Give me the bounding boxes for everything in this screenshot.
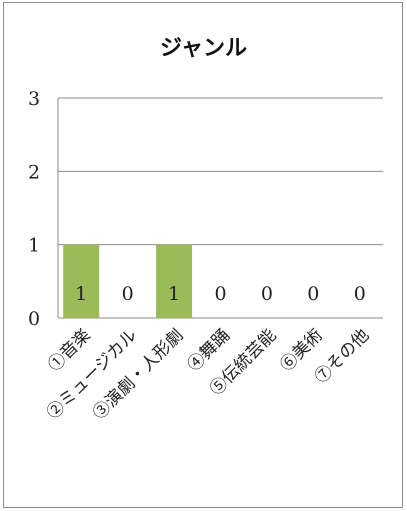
y-tick-label: 3 xyxy=(28,88,40,110)
bar xyxy=(63,244,100,318)
data-label: 1 xyxy=(75,283,87,305)
y-tick-label: 0 xyxy=(28,308,40,330)
y-tick-label: 1 xyxy=(28,235,40,257)
data-label: 0 xyxy=(261,283,273,305)
data-label: 0 xyxy=(307,283,319,305)
chart-title: ジャンル xyxy=(160,35,247,61)
data-label: 0 xyxy=(122,283,134,305)
data-label: 1 xyxy=(168,283,180,305)
data-label: 0 xyxy=(214,283,226,305)
data-label: 0 xyxy=(354,283,366,305)
y-tick-label: 2 xyxy=(28,161,40,183)
bar xyxy=(156,244,193,318)
